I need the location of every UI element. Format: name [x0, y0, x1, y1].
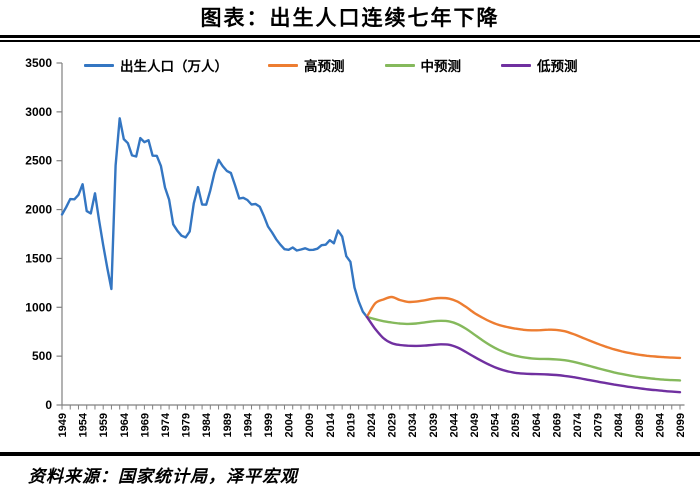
high-line-swatch-icon: [268, 63, 298, 67]
x-tick-label: 2009: [304, 413, 316, 437]
y-tick-label: 2000: [25, 203, 52, 217]
legend-item-low: 低预测: [501, 55, 578, 75]
x-tick-label: 1964: [119, 412, 131, 437]
x-tick-label: 1959: [98, 413, 110, 437]
birth-population-line-chart: 0 500 1000 1500 2000 2500 3000 3500 1949 1954 1959…: [25, 56, 687, 437]
x-tick-label: 2084: [613, 412, 625, 437]
x-tick-label: 1979: [181, 413, 193, 437]
page-title: 图表：出生人口连续七年下降: [200, 7, 500, 30]
legend-item-mid: 中预测: [384, 55, 462, 75]
series-line-2: [365, 315, 682, 382]
x-tick-label: 2029: [387, 413, 399, 437]
x-tick-label: 2059: [510, 413, 522, 437]
y-tick-label: 3500: [25, 56, 52, 70]
x-tick-label: 2069: [551, 413, 563, 437]
x-tick-label: 2074: [572, 412, 584, 437]
x-tick-label: 2044: [448, 412, 460, 437]
x-tick-label: 1999: [263, 413, 275, 437]
y-tick-label: 2500: [25, 154, 52, 168]
x-tick-label: 2079: [593, 413, 605, 437]
x-tick-label: 1974: [160, 412, 172, 437]
x-tick-label: 2004: [284, 412, 296, 437]
chart-legend: 出生人口（万人） 高预测 中预测 低预测: [84, 55, 578, 75]
y-tick-label: 1000: [25, 300, 52, 314]
title-divider: [0, 35, 700, 42]
y-tick-label: 1500: [25, 251, 52, 265]
y-tick-label: 0: [45, 398, 52, 412]
x-tick-label: 2024: [366, 412, 378, 437]
birth-line-swatch-icon: [84, 63, 114, 67]
x-tick-label: 1989: [222, 413, 234, 437]
x-tick-label: 1969: [139, 413, 151, 437]
x-tick-label: 1949: [57, 413, 69, 437]
x-tick-label: 1994: [242, 412, 254, 437]
low-line-swatch-icon: [501, 63, 531, 67]
x-tick-label: 2089: [634, 413, 646, 437]
x-tick-label: 2054: [490, 412, 502, 437]
legend-label-birth: 出生人口（万人）: [120, 59, 228, 74]
x-tick-label: 2094: [654, 412, 666, 437]
legend-label-high: 高预测: [304, 59, 345, 74]
x-tick-label: 2019: [345, 413, 357, 437]
x-tick-label: 2064: [531, 412, 543, 437]
x-tick-label: 2039: [428, 413, 440, 437]
legend-item-birth: 出生人口（万人）: [84, 55, 228, 75]
mid-line-swatch-icon: [384, 63, 415, 67]
legend-label-low: 低预测: [537, 59, 578, 74]
legend-label-mid: 中预测: [420, 59, 462, 74]
series-line-0: [60, 117, 369, 319]
series-line-1: [365, 295, 682, 360]
y-tick-label: 3000: [25, 105, 52, 119]
legend-item-high: 高预测: [268, 55, 345, 75]
x-tick-label: 2049: [469, 413, 481, 437]
footer-divider: [0, 452, 700, 456]
x-tick-label: 2034: [407, 412, 419, 437]
source-note: 资料来源：国家统计局，泽平宏观: [28, 467, 298, 486]
x-tick-label: 1954: [78, 412, 90, 437]
x-tick-label: 2099: [675, 413, 687, 437]
x-tick-label: 1984: [201, 412, 213, 437]
series-line-3: [365, 315, 682, 394]
x-tick-label: 2014: [325, 412, 337, 437]
y-tick-label: 500: [32, 349, 52, 363]
